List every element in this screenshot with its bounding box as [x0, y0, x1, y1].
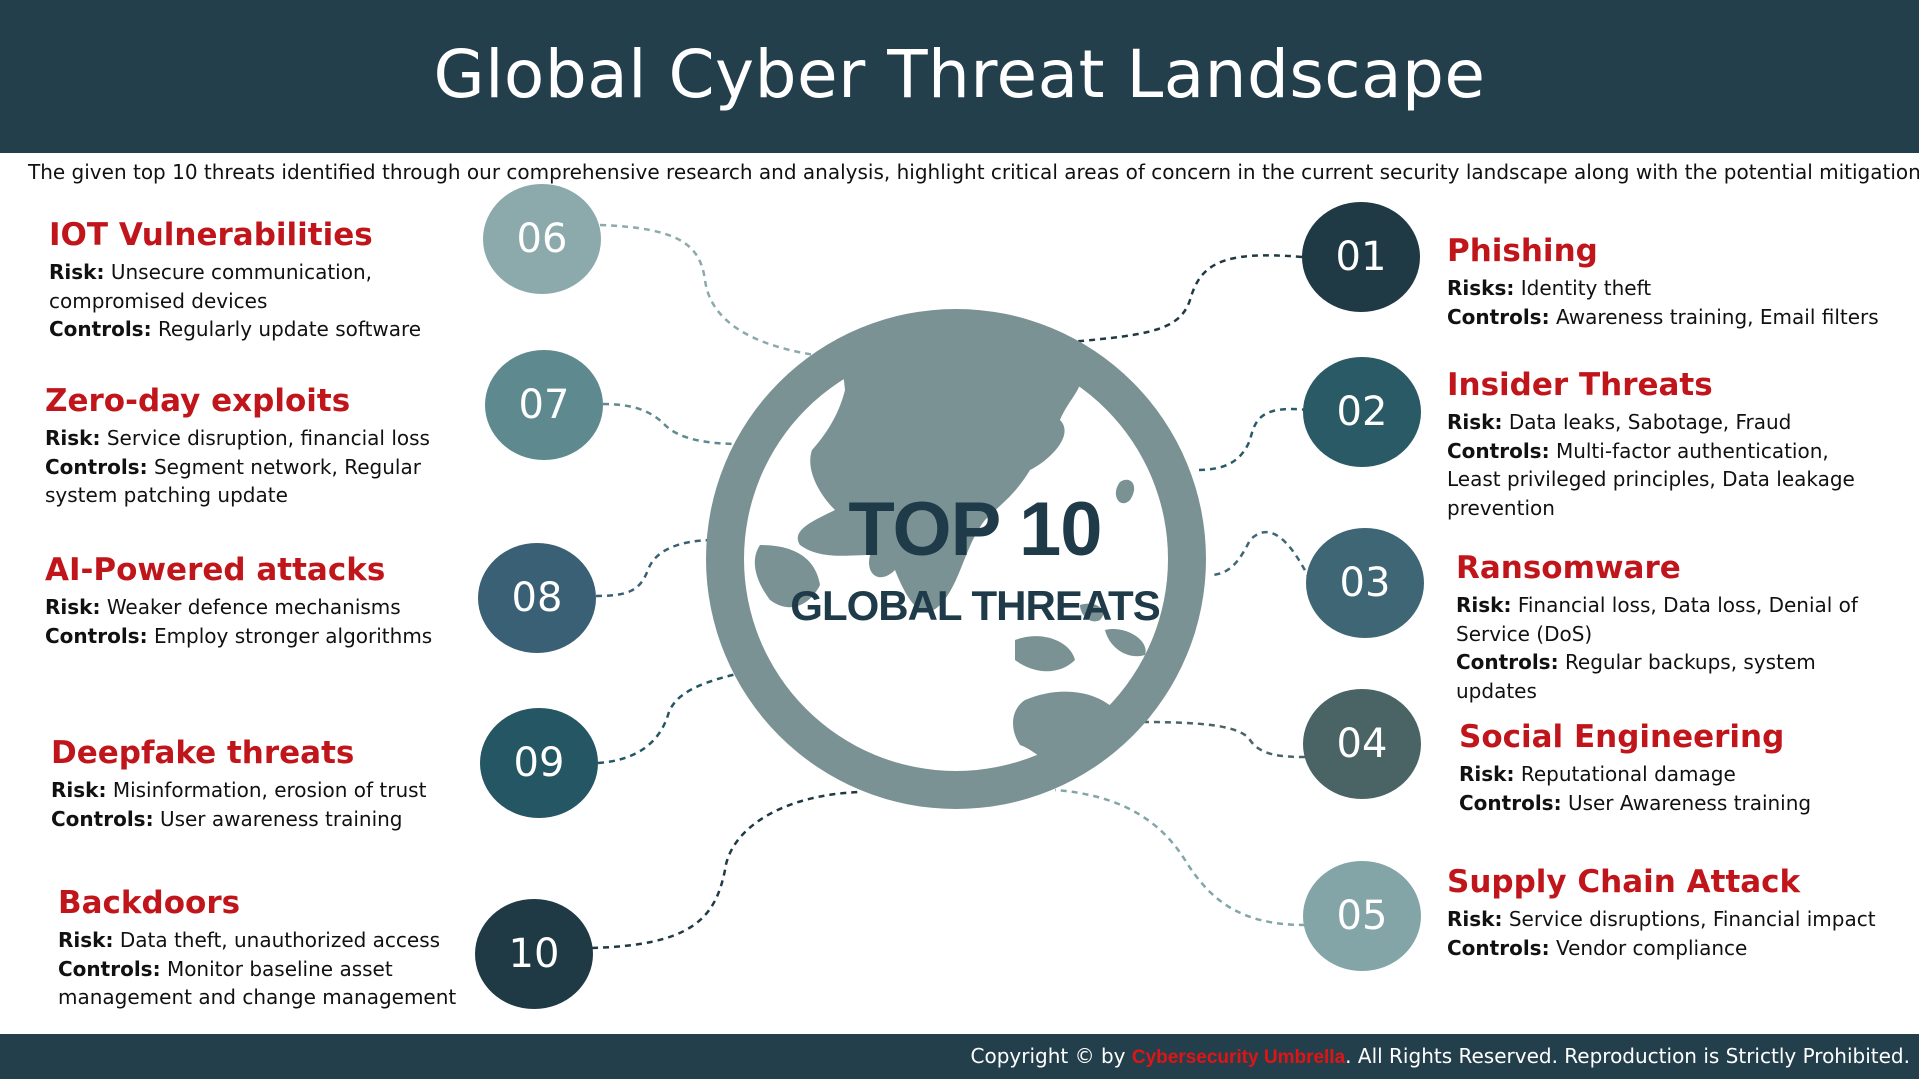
risk-text: Weaker defence mechanisms — [106, 595, 401, 619]
globe-continents — [754, 341, 1146, 770]
risk-label: Risk: — [1447, 907, 1503, 931]
page-title: Global Cyber Threat Landscape — [433, 36, 1486, 113]
number-circle-03: 03 — [1306, 528, 1424, 638]
risk-text: Identity theft — [1520, 276, 1652, 300]
risk-text: Misinformation, erosion of trust — [112, 778, 427, 802]
risk-label: Risk: — [51, 778, 107, 802]
threat-title: Ransomware — [1456, 550, 1681, 586]
risk-label: Risk: — [1447, 410, 1503, 434]
controls-text: Employ stronger algorithms — [153, 623, 433, 648]
risk-label: Risk: — [1459, 762, 1515, 786]
risk-label: Risk: — [1456, 593, 1512, 617]
threat-title: Deepfake threats — [51, 735, 355, 771]
threat-title: Social Engineering — [1459, 719, 1785, 755]
controls-text: Multi-factor authentication, Least privi… — [1447, 438, 1855, 520]
brand-name: Cybersecurity Umbrella — [1131, 1047, 1346, 1068]
risk-text: Reputational damage — [1520, 762, 1736, 786]
controls-label: Controls: — [58, 956, 161, 981]
threat-10: Backdoors Risk: Data theft, unauthorized… — [58, 883, 468, 1012]
controls-label: Controls: — [1456, 650, 1559, 674]
controls-text: User awareness training — [159, 806, 403, 831]
number-circle-07: 07 — [485, 350, 603, 460]
number-circle-10: 10 — [475, 899, 593, 1009]
connector-07 — [602, 402, 741, 446]
threat-title: Supply Chain Attack — [1447, 864, 1801, 900]
risk-text: Data theft, unauthorized access — [119, 928, 441, 952]
number-circle-06: 06 — [483, 184, 601, 294]
risk-label: Risk: — [49, 260, 105, 284]
center-subtitle: GLOBAL THREATS — [790, 582, 1160, 629]
controls-text: User Awareness training — [1567, 790, 1812, 815]
threat-title: IOT Vulnerabilities — [49, 217, 373, 253]
threat-title: Phishing — [1447, 233, 1598, 269]
connector-08 — [595, 538, 716, 598]
threat-04: Social Engineering Risk: Reputational da… — [1459, 717, 1889, 817]
number-circle-08: 08 — [478, 543, 596, 653]
connector-05 — [1054, 788, 1306, 927]
controls-label: Controls: — [1447, 438, 1550, 463]
footer-bar: Copyright © by Cybersecurity Umbrella. A… — [0, 1034, 1919, 1079]
copyright-prefix: Copyright © by — [970, 1044, 1132, 1068]
controls-text: Segment network, Regular system patching… — [45, 454, 421, 508]
threat-title: Zero-day exploits — [45, 383, 351, 419]
threat-01: Phishing Risks: Identity theft Controls:… — [1447, 231, 1887, 331]
controls-text: Awareness training, Email filters — [1555, 304, 1879, 329]
connector-10 — [591, 790, 861, 950]
number-circle-05: 05 — [1303, 861, 1421, 971]
threat-title: Backdoors — [58, 885, 241, 921]
controls-label: Controls: — [49, 317, 152, 341]
threat-title: AI-Powered attacks — [45, 552, 386, 588]
risk-label: Risk: — [58, 928, 114, 952]
risk-text: Financial loss, Data loss, Denial of Ser… — [1456, 593, 1858, 646]
copyright-notice: Copyright © by Cybersecurity Umbrella. A… — [971, 1044, 1910, 1069]
threat-09: Deepfake threats Risk: Misinformation, e… — [51, 733, 471, 833]
connector-04 — [1139, 720, 1306, 759]
controls-label: Controls: — [1459, 790, 1562, 815]
controls-label: Controls: — [45, 454, 148, 479]
center-title: TOP 10 — [848, 487, 1102, 572]
risk-label: Risks: — [1447, 276, 1515, 300]
copyright-suffix: . All Rights Reserved. Reproduction is S… — [1345, 1044, 1910, 1068]
threat-06: IOT Vulnerabilities Risk: Unsecure commu… — [49, 215, 429, 344]
connector-06 — [599, 223, 816, 357]
risk-text: Unsecure communication, compromised devi… — [49, 260, 373, 313]
controls-text: Regularly update software — [157, 317, 422, 341]
controls-label: Controls: — [1447, 935, 1550, 960]
risk-text: Service disruption, financial loss — [106, 426, 430, 450]
risk-label: Risk: — [45, 426, 101, 450]
controls-text: Regular backups, system updates — [1456, 650, 1816, 703]
controls-label: Controls: — [45, 623, 148, 648]
header-bar: Global Cyber Threat Landscape — [0, 0, 1919, 153]
connector-03 — [1209, 530, 1312, 581]
page-subtitle: The given top 10 threats identified thro… — [28, 160, 1919, 184]
connector-09 — [597, 670, 746, 765]
threat-02: Insider Threats Risk: Data leaks, Sabota… — [1447, 365, 1887, 522]
controls-label: Controls: — [1447, 304, 1550, 329]
risk-label: Risk: — [45, 595, 101, 619]
threat-05: Supply Chain Attack Risk: Service disrup… — [1447, 862, 1887, 962]
number-circle-09: 09 — [480, 708, 598, 818]
controls-text: Monitor baseline asset management and ch… — [58, 956, 457, 1010]
threat-07: Zero-day exploits Risk: Service disrupti… — [45, 381, 475, 510]
number-circle-02: 02 — [1303, 357, 1421, 467]
number-circle-04: 04 — [1303, 689, 1421, 799]
connector-01 — [1069, 254, 1303, 344]
threat-03: Ransomware Risk: Financial loss, Data lo… — [1456, 548, 1876, 705]
number-circle-01: 01 — [1302, 202, 1420, 312]
risk-text: Service disruptions, Financial impact — [1508, 907, 1876, 931]
risk-text: Data leaks, Sabotage, Fraud — [1508, 410, 1792, 434]
controls-text: Vendor compliance — [1555, 935, 1748, 960]
threat-08: AI-Powered attacks Risk: Weaker defence … — [45, 550, 465, 650]
controls-label: Controls: — [51, 806, 154, 831]
threat-title: Insider Threats — [1447, 367, 1713, 403]
